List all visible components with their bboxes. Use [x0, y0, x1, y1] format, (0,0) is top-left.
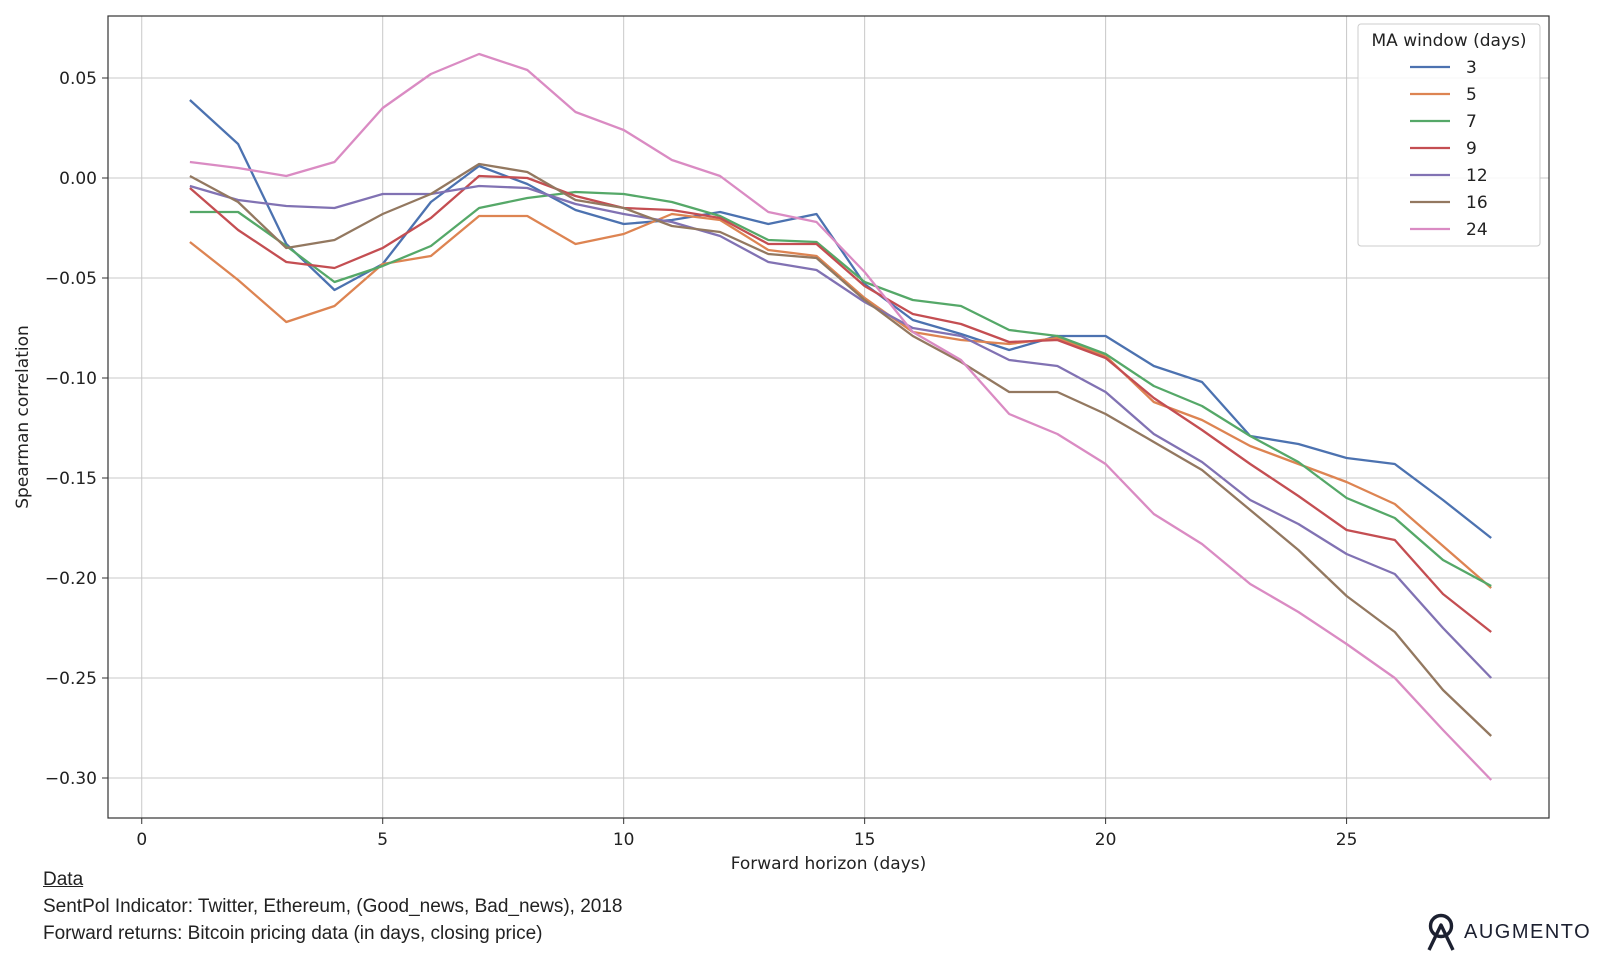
brand-logo: AUGMENTO: [1424, 910, 1591, 954]
axis-ticks: 0 5 10 15 20 25 0.05 0.00 −0.05 −0.10 −0.15 −0.20 −0…: [45, 69, 1358, 850]
y-tick-label: −0.10: [45, 369, 97, 389]
x-tick-label: 25: [1336, 830, 1358, 850]
x-tick-label: 20: [1095, 830, 1117, 850]
grid-lines: [108, 16, 1549, 818]
plot-frame: [107, 15, 1550, 819]
legend-box: [1357, 23, 1541, 247]
series-line-5: [189, 212, 1492, 589]
footer-line-indicator: SentPol Indicator: Twitter, Ethereum, (G…: [43, 896, 623, 917]
footer-heading: Data: [43, 869, 84, 890]
brand-name: AUGMENTO: [1464, 920, 1592, 943]
legend-label-5: 5: [1466, 85, 1477, 105]
y-tick-label: −0.30: [45, 769, 97, 789]
x-tick-label: 10: [613, 830, 635, 850]
y-tick-label: 0.05: [59, 69, 97, 89]
series-line-9: [189, 174, 1492, 633]
series-line-7: [189, 190, 1492, 588]
x-axis-label: Forward horizon (days): [731, 854, 927, 874]
legend-label-7: 7: [1466, 112, 1477, 132]
legend: MA window (days) 3 5 7 9 12 16 24: [1357, 23, 1541, 247]
series-lines: [189, 52, 1493, 781]
series-line-3: [189, 99, 1492, 539]
x-tick-label: 5: [377, 830, 388, 850]
y-tick-label: −0.05: [45, 269, 97, 289]
series-line-16: [189, 162, 1492, 737]
y-tick-label: −0.20: [45, 569, 97, 589]
x-tick-label: 15: [854, 830, 876, 850]
legend-label-9: 9: [1466, 139, 1477, 159]
legend-label-16: 16: [1466, 193, 1488, 213]
legend-label-3: 3: [1466, 58, 1477, 78]
series-line-24: [189, 52, 1493, 781]
y-axis-label: Spearman correlation: [13, 325, 33, 509]
y-tick-label: −0.25: [45, 669, 97, 689]
legend-label-24: 24: [1466, 220, 1488, 240]
y-tick-label: −0.15: [45, 469, 97, 489]
series-line-12: [189, 184, 1493, 679]
data-source-note: Data SentPol Indicator: Twitter, Ethereu…: [43, 866, 622, 947]
x-tick-label: 0: [136, 830, 147, 850]
legend-title: MA window (days): [1372, 31, 1527, 51]
footer-line-returns: Forward returns: Bitcoin pricing data (i…: [43, 923, 543, 944]
augmento-logo-icon: [1427, 913, 1455, 951]
y-tick-label: 0.00: [59, 169, 97, 189]
legend-label-12: 12: [1466, 166, 1488, 186]
